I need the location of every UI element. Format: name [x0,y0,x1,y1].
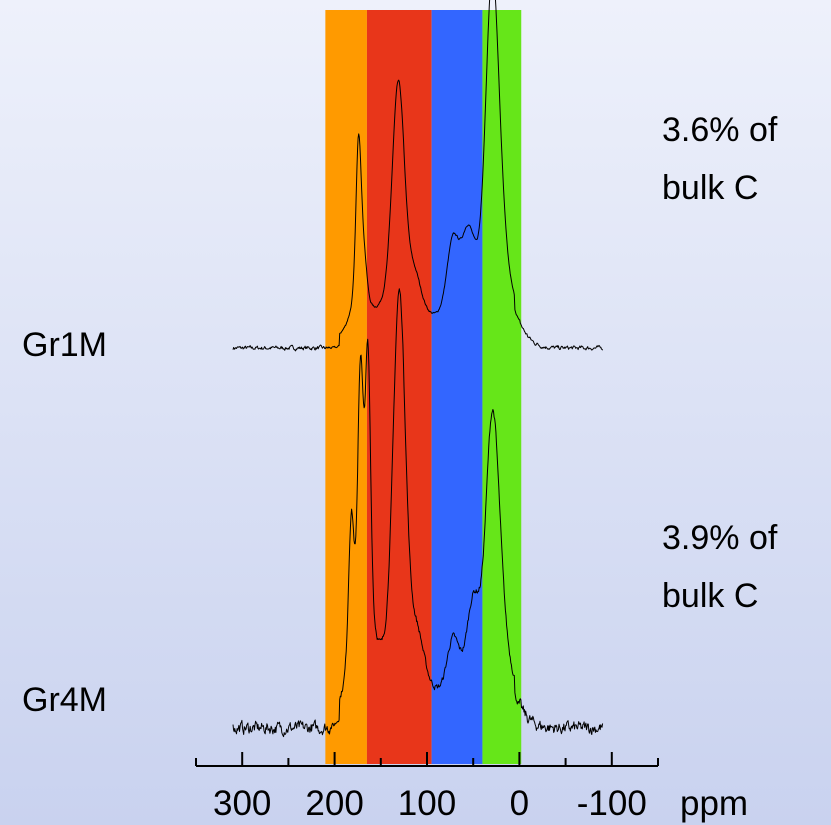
annotation-gr4m-line2: bulk C [662,577,759,615]
region-band-1 [325,10,367,764]
spectrum-line-gr1m [232,0,604,352]
annotation-gr1m-line2: bulk C [662,169,759,207]
annotation-gr1m-line1: 3.6% of [662,111,778,149]
annotation-gr4m-line1: 3.9% of [662,519,778,557]
tick-label-1: 300 [212,784,272,823]
region-band-2 [366,10,432,764]
tick-label-2: 200 [305,784,364,823]
region-band-3 [431,10,483,764]
series-label-gr1m: Gr1M [22,326,107,364]
chemical-shift-regions [325,10,522,764]
region-band-4 [482,10,522,764]
spectrum-line-gr4m [232,288,604,738]
x-axis [195,752,659,767]
tick-label-5: -100 [576,784,647,823]
spectra [232,0,604,738]
tick-label-3: 100 [397,784,457,823]
series-label-gr4m: Gr4M [22,681,107,719]
tick-label-4: 0 [509,784,530,823]
x-axis-label: ppm [680,784,749,823]
